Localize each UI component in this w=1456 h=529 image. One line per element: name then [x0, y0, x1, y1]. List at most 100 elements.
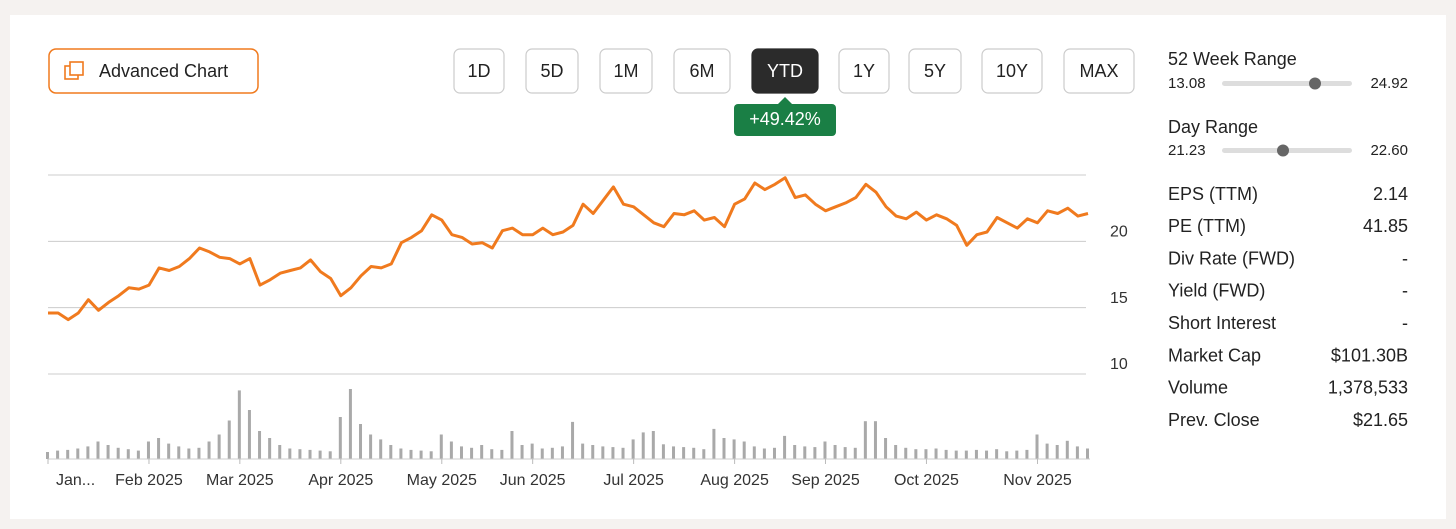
- volume-bar: [106, 445, 110, 459]
- stat-value: 1,378,533: [1328, 378, 1408, 398]
- button-frame: [908, 48, 962, 94]
- stat-label: Volume: [1168, 378, 1228, 398]
- y-tick-label: 15: [1110, 290, 1128, 307]
- volume-bar: [379, 439, 383, 459]
- stat-value: -: [1402, 248, 1408, 268]
- volume-bar: [136, 450, 140, 459]
- button-frame: [525, 48, 579, 94]
- x-tick-label: Nov 2025: [1003, 472, 1072, 489]
- volume-bar: [1075, 446, 1079, 459]
- volume-bar: [278, 445, 282, 459]
- x-tick-label: Oct 2025: [894, 472, 959, 489]
- range-low: 13.08: [1168, 75, 1206, 92]
- stat-value: -: [1402, 281, 1408, 301]
- volume-bar: [197, 447, 201, 459]
- volume-bar: [258, 431, 262, 459]
- button-frame: [838, 48, 890, 94]
- volume-bar: [591, 445, 595, 459]
- volume-bar: [1055, 445, 1059, 459]
- x-tick-label: Apr 2025: [308, 472, 373, 489]
- volume-bar: [288, 448, 292, 459]
- range-high: 24.92: [1370, 75, 1408, 92]
- range-button[interactable]: 1M: [599, 48, 653, 94]
- volume-bar: [964, 450, 968, 459]
- volume-bar: [46, 452, 49, 459]
- range-button[interactable]: 1Y: [838, 48, 890, 94]
- volume-bar: [873, 421, 877, 459]
- volume-bar: [116, 447, 120, 459]
- volume-bar: [631, 439, 635, 459]
- range-button[interactable]: 6M: [673, 48, 731, 94]
- range-button[interactable]: 5Y: [908, 48, 962, 94]
- button-label: 1M: [613, 61, 638, 81]
- volume-bar: [742, 441, 746, 459]
- volume-bar: [944, 449, 948, 459]
- volume-bar: [157, 438, 161, 459]
- volume-bar: [793, 445, 797, 459]
- volume-bar: [76, 448, 80, 459]
- advanced-chart-button[interactable]: Advanced Chart: [48, 48, 259, 94]
- volume-bar: [581, 443, 585, 459]
- volume-bar: [459, 446, 463, 459]
- volume-bar: [520, 445, 524, 459]
- volume-bar: [480, 445, 484, 459]
- button-frame: [48, 48, 259, 94]
- volume-bar: [429, 451, 433, 459]
- volume-bar: [530, 443, 534, 459]
- icon: [69, 61, 84, 76]
- volume-bar: [621, 447, 625, 459]
- x-tick-label: Mar 2025: [206, 472, 274, 489]
- range-button[interactable]: YTD: [751, 48, 819, 94]
- volume-bar: [1015, 450, 1019, 459]
- volume-bar: [995, 449, 999, 459]
- volume-bar: [661, 444, 665, 459]
- volume-bar: [783, 435, 787, 459]
- button-label: 1D: [467, 61, 490, 81]
- volume-bar: [490, 449, 494, 459]
- volume-bar: [399, 448, 403, 459]
- volume-bar: [470, 447, 474, 459]
- volume-bar: [217, 434, 221, 459]
- volume-bar: [247, 410, 251, 459]
- button-frame: [453, 48, 505, 94]
- range-button[interactable]: MAX: [1063, 48, 1135, 94]
- y-tick-label: 10: [1110, 356, 1128, 373]
- stat-label: Prev. Close: [1168, 410, 1260, 430]
- stat-label: EPS (TTM): [1168, 184, 1258, 204]
- volume-bar: [853, 447, 857, 459]
- range-low: 21.23: [1168, 142, 1206, 159]
- price-line: [48, 176, 1089, 322]
- button-frame: [599, 48, 653, 94]
- button-frame: [751, 48, 819, 94]
- x-tick-label: Jun 2025: [500, 472, 566, 489]
- x-tick-label: May 2025: [407, 472, 477, 489]
- volume-bar: [207, 441, 211, 459]
- volume-bar: [298, 449, 302, 459]
- volume-bar: [359, 424, 363, 459]
- volume-bar: [823, 441, 827, 459]
- button-label: MAX: [1079, 61, 1118, 81]
- y-tick-label: 20: [1110, 224, 1128, 241]
- volume-bar: [813, 447, 817, 459]
- volume-bar: [348, 389, 352, 459]
- volume-bar: [762, 448, 766, 459]
- button-label: YTD: [767, 61, 803, 81]
- range-button[interactable]: 1D: [453, 48, 505, 94]
- volume-bar: [974, 449, 978, 459]
- range-button[interactable]: 5D: [525, 48, 579, 94]
- volume-bar: [985, 450, 989, 459]
- button-label: 5Y: [924, 61, 946, 81]
- volume-bar: [540, 448, 544, 459]
- range-button[interactable]: 10Y: [981, 48, 1043, 94]
- volume-bar: [500, 449, 504, 459]
- range-dot: [1309, 77, 1321, 90]
- x-tick-label: Feb 2025: [115, 472, 183, 489]
- stat-label: Day Range: [1168, 117, 1258, 137]
- volume-bar: [954, 450, 958, 459]
- volume-bar: [187, 448, 191, 459]
- stat-value: $21.65: [1353, 410, 1408, 430]
- volume-bar: [510, 431, 514, 459]
- volume-bar: [833, 445, 837, 459]
- volume-bar: [571, 421, 575, 459]
- volume-bar: [934, 448, 938, 459]
